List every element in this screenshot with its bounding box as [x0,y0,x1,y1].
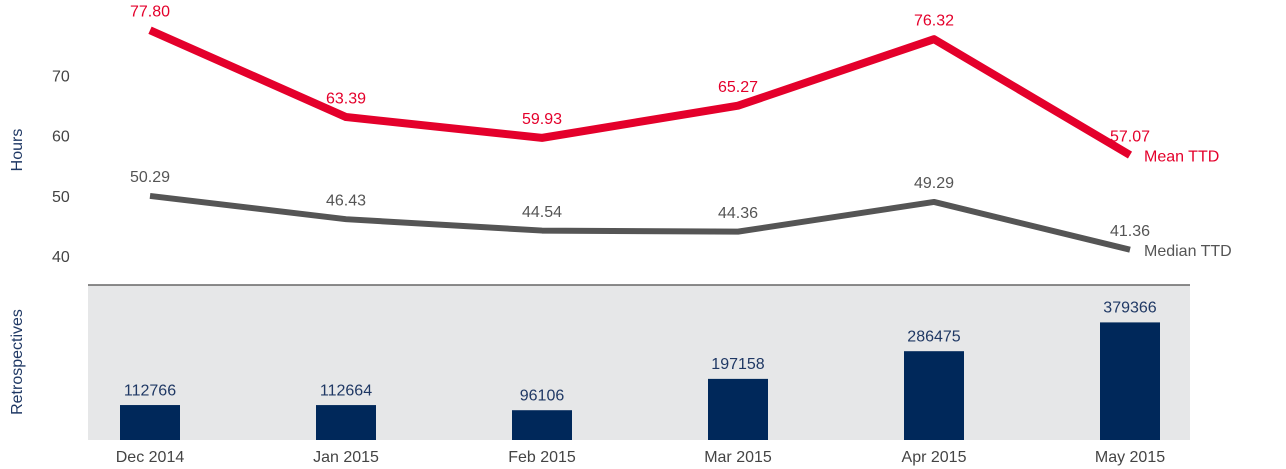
point-label: 44.54 [522,204,562,221]
bar-panel [88,285,1190,440]
y-tick-label: 40 [52,249,70,266]
bar-value-label: 112664 [320,382,372,399]
point-label: 44.36 [718,205,758,222]
bar-value-label: 379366 [1103,300,1156,317]
point-label: 46.43 [326,192,366,209]
point-label: 41.36 [1110,223,1150,240]
y-tick-label: 70 [52,68,70,85]
bar [708,378,768,440]
bar [120,405,180,440]
series-label: Mean TTD [1144,148,1219,165]
point-label: 59.93 [522,111,562,128]
point-label: 57.07 [1110,128,1150,145]
x-tick-label: Apr 2015 [902,449,967,466]
line [149,192,1131,253]
bar [512,410,572,440]
y-axis-label: Hours [9,129,26,172]
point-label: 50.29 [130,169,170,186]
bar [316,405,376,440]
x-tick-label: Feb 2015 [508,449,576,466]
x-tick-label: May 2015 [1095,449,1165,466]
point-label: 65.27 [718,79,758,96]
y-tick-label: 50 [52,189,70,206]
bar-value-label: 96106 [520,387,565,404]
point-label: 49.29 [914,175,954,192]
bar [904,351,964,440]
line [148,26,1133,159]
bar [1100,322,1160,440]
bar-value-label: 286475 [907,328,960,345]
bar-value-label: 197158 [711,356,764,373]
point-label: 76.32 [914,12,954,29]
x-tick-label: Jan 2015 [313,449,379,466]
y-tick-label: 60 [52,129,70,146]
x-tick-label: Mar 2015 [704,449,772,466]
point-label: 63.39 [326,90,366,107]
x-tick-label: Dec 2014 [116,449,185,466]
series-label: Median TTD [1144,243,1232,260]
point-label: 77.80 [130,3,170,20]
y2-axis-label: Retrospectives [9,309,26,415]
bar-value-label: 112766 [124,382,176,399]
